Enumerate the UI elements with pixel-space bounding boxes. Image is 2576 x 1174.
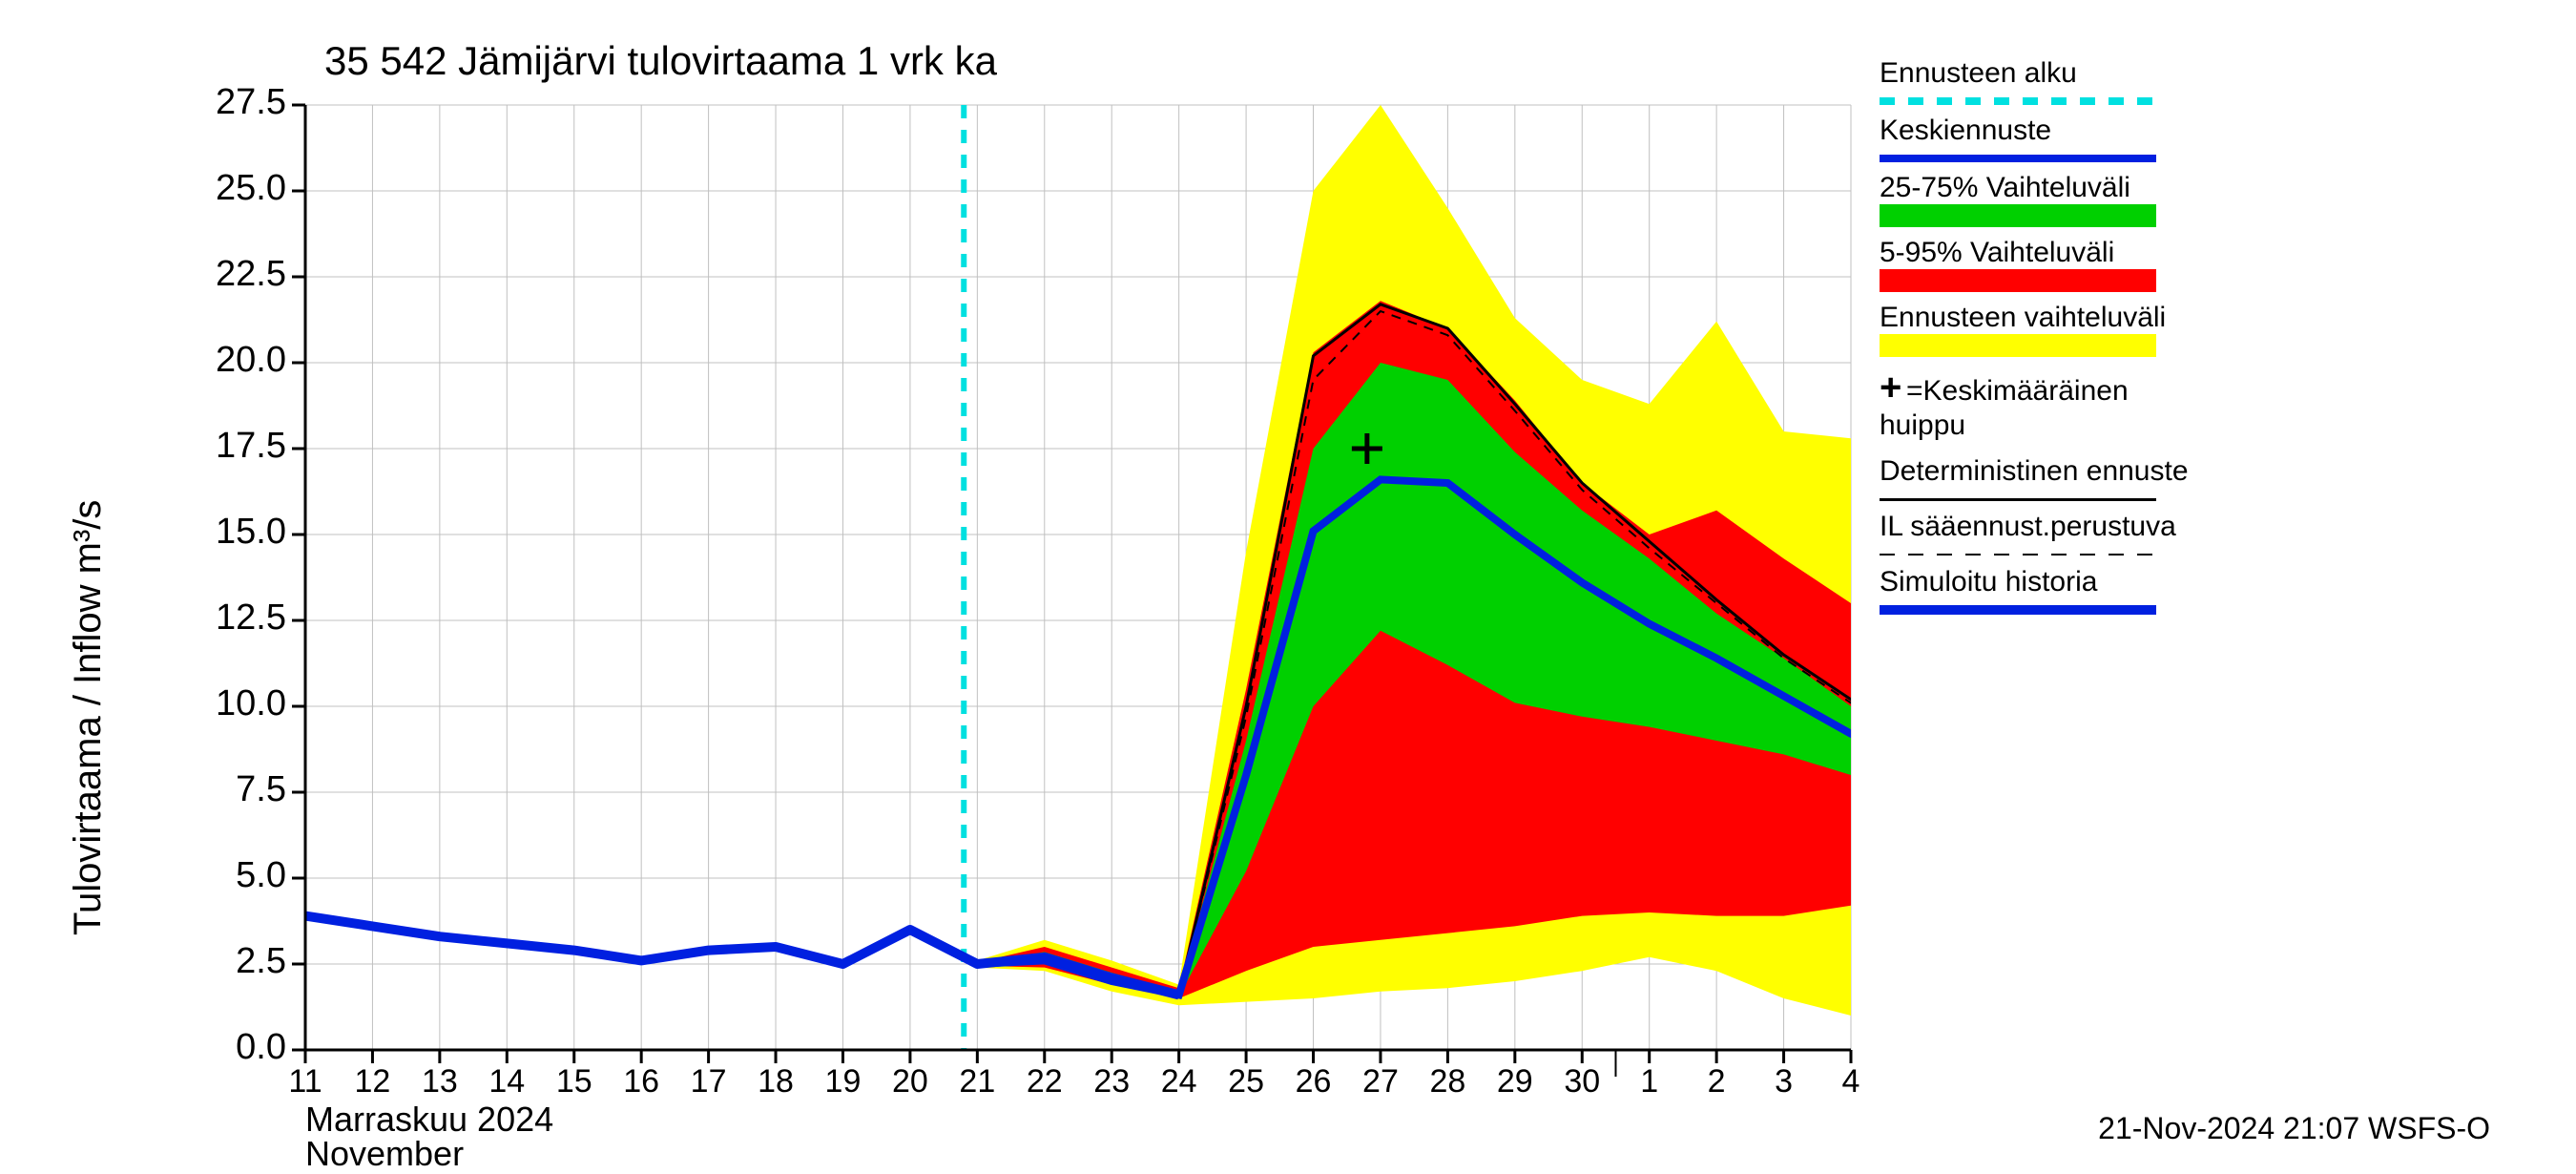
legend-swatch [1880,97,2156,105]
legend-item: Keskiennuste [1880,115,2189,162]
legend-item: 5-95% Vaihteluväli [1880,237,2189,292]
legend-label: Ennusteen alku [1880,57,2189,90]
x-tick-label: 1 [1640,1063,1658,1101]
legend-label: Simuloitu historia [1880,566,2189,598]
x-tick-label: 27 [1362,1063,1399,1101]
x-tick-label: 24 [1161,1063,1197,1101]
chart-svg [0,0,2576,1145]
y-tick-label: 25.0 [181,168,286,209]
x-tick-label: 17 [691,1063,727,1101]
x-tick-label: 3 [1775,1063,1793,1101]
legend: Ennusteen alku Keskiennuste 25-75% Vaihtel… [1880,57,2189,624]
y-tick-label: 22.5 [181,254,286,295]
legend-label: Keskiennuste [1880,115,2189,147]
x-tick-label: 2 [1708,1063,1726,1101]
footer-timestamp: 21-Nov-2024 21:07 WSFS-O [2098,1111,2490,1146]
y-tick-label: 12.5 [181,597,286,639]
y-tick-label: 15.0 [181,512,286,553]
x-tick-label: 13 [422,1063,458,1101]
x-tick-label: 11 [288,1063,322,1101]
legend-swatch [1880,605,2156,615]
x-tick-label: 26 [1296,1063,1332,1101]
x-tick-label: 20 [892,1063,928,1101]
legend-item: Ennusteen alku [1880,57,2189,105]
y-tick-label: 10.0 [181,683,286,724]
x-tick-label: 29 [1497,1063,1533,1101]
legend-item: Simuloitu historia [1880,566,2189,615]
chart-container: 35 542 Jämijärvi tulovirtaama 1 vrk ka T… [0,0,2576,1145]
x-tick-label: 19 [825,1063,862,1101]
legend-label: +=Keskimääräinen huippu [1880,367,2166,442]
y-tick-label: 0.0 [181,1027,286,1068]
legend-label: 5-95% Vaihteluväli [1880,237,2189,269]
x-tick-label: 28 [1429,1063,1465,1101]
x-tick-label: 4 [1842,1063,1860,1101]
y-tick-label: 2.5 [181,941,286,982]
legend-swatch [1880,155,2156,162]
legend-swatch [1880,204,2156,227]
legend-item: IL sääennust.perustuva [1880,511,2189,556]
x-tick-label: 25 [1228,1063,1264,1101]
y-tick-label: 17.5 [181,426,286,467]
legend-swatch [1880,334,2156,357]
y-tick-label: 7.5 [181,769,286,810]
x-tick-label: 15 [556,1063,592,1101]
legend-item: Deterministinen ennuste [1880,455,2189,501]
legend-label: IL sääennust.perustuva [1880,511,2189,543]
x-tick-label: 22 [1027,1063,1063,1101]
legend-swatch [1880,554,2156,556]
legend-label: 25-75% Vaihteluväli [1880,172,2189,204]
x-tick-label: 16 [623,1063,659,1101]
legend-swatch [1880,498,2156,501]
x-tick-label: 18 [758,1063,794,1101]
x-tick-label: 14 [488,1063,525,1101]
legend-item: 25-75% Vaihteluväli [1880,172,2189,227]
legend-label: Ennusteen vaihteluväli [1880,302,2189,334]
x-subtitle-2: November [305,1134,464,1174]
x-tick-label: 21 [959,1063,995,1101]
x-tick-label: 30 [1564,1063,1600,1101]
legend-item: +=Keskimääräinen huippu [1880,367,2166,446]
x-tick-label: 23 [1093,1063,1130,1101]
legend-item: Ennusteen vaihteluväli [1880,302,2189,357]
x-tick-label: 12 [355,1063,391,1101]
y-tick-label: 5.0 [181,855,286,896]
y-tick-label: 20.0 [181,340,286,381]
legend-label: Deterministinen ennuste [1880,455,2189,488]
y-tick-label: 27.5 [181,82,286,123]
legend-swatch [1880,269,2156,292]
